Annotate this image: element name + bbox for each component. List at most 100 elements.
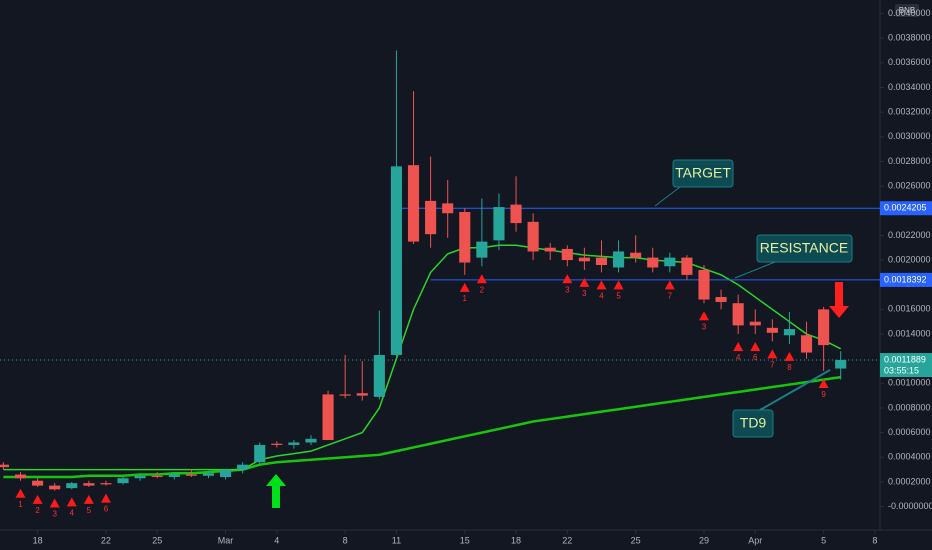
candle-body xyxy=(151,475,163,477)
x-tick-label: 15 xyxy=(460,535,470,545)
td-count: 7 xyxy=(770,361,775,370)
td-count: 5 xyxy=(616,292,621,301)
candle-body xyxy=(237,464,249,470)
level-price-tag xyxy=(880,272,932,287)
y-tick-label: 0.0002000 xyxy=(888,476,931,486)
x-tick-label: 8 xyxy=(872,535,877,545)
candle-body xyxy=(288,442,300,445)
td-marker xyxy=(100,493,111,503)
candle-body xyxy=(100,483,112,485)
td-marker xyxy=(49,498,60,508)
x-tick-label: 4 xyxy=(274,535,279,545)
candle-body xyxy=(322,394,334,441)
last-price-tag xyxy=(880,353,932,378)
candle-body xyxy=(339,394,351,396)
candle-body xyxy=(613,251,625,268)
y-tick-label: 0.0010000 xyxy=(888,378,931,388)
td-marker xyxy=(562,274,573,284)
candle-body xyxy=(32,480,44,486)
td-count: 4 xyxy=(70,508,75,517)
y-tick-label: 0.0026000 xyxy=(888,180,931,190)
candle-body xyxy=(220,469,232,477)
candle-body xyxy=(373,354,385,397)
td-count: 1 xyxy=(18,500,23,509)
candle-body xyxy=(305,438,317,443)
candle-body xyxy=(0,464,9,468)
x-tick-label: 11 xyxy=(392,535,401,545)
x-tick-label: 8 xyxy=(343,535,348,545)
candle-body xyxy=(647,257,659,268)
annotation-box xyxy=(672,159,734,188)
candle-body xyxy=(168,474,180,477)
y-tick-label: 0.0008000 xyxy=(888,402,931,412)
y-tick-label: 0.0040000 xyxy=(888,8,931,18)
candle-body xyxy=(134,475,146,479)
y-tick-label: 0.0038000 xyxy=(888,33,931,43)
candle-body xyxy=(766,327,778,333)
candle-body xyxy=(715,297,727,302)
candle-body xyxy=(442,203,454,214)
td-count: 4 xyxy=(599,292,604,301)
td-marker xyxy=(750,342,761,352)
td-marker xyxy=(818,379,829,388)
candle-body xyxy=(390,166,402,355)
x-tick-label: 18 xyxy=(511,535,521,545)
y-tick-label: 0.0014000 xyxy=(888,328,931,338)
y-tick-label: 0.0036000 xyxy=(888,57,931,67)
level-price-label: 0.0024205 xyxy=(884,203,927,213)
annotation: RESISTANCE xyxy=(756,234,853,263)
td-marker xyxy=(476,274,487,284)
td-count: 6 xyxy=(753,353,758,362)
x-tick-label: Mar xyxy=(218,535,234,545)
x-tick-label: 18 xyxy=(33,535,43,545)
td-marker xyxy=(83,494,94,504)
y-tick-label: 0.0004000 xyxy=(888,452,931,462)
y-tick-label: 0.0028000 xyxy=(888,156,931,166)
candle-body xyxy=(510,204,522,224)
y-tick-label: 0.0016000 xyxy=(888,304,931,314)
annotation-text: RESISTANCE xyxy=(760,240,848,256)
candle-body xyxy=(202,473,215,476)
x-tick-label: 22 xyxy=(562,535,572,545)
td-count: 6 xyxy=(104,505,109,514)
td-marker xyxy=(784,351,795,361)
candle-body xyxy=(49,485,61,490)
candle-body xyxy=(407,165,420,242)
td-marker xyxy=(32,494,43,504)
td-count: 3 xyxy=(702,322,707,331)
td-count: 1 xyxy=(463,294,468,303)
candle-body xyxy=(425,200,437,235)
level-price-label: 0.0018392 xyxy=(884,274,927,284)
td-count: 2 xyxy=(480,285,485,294)
candle-body xyxy=(117,478,129,484)
y-tick-label: 0.0020000 xyxy=(888,254,931,264)
candle-body xyxy=(459,212,471,263)
y-tick-label: 0.0022000 xyxy=(888,230,931,240)
candle-body xyxy=(835,359,847,369)
x-tick-label: 5 xyxy=(821,535,826,545)
td-marker xyxy=(66,497,77,507)
candle-body xyxy=(83,483,95,486)
buy-arrow xyxy=(266,474,286,508)
candle-body xyxy=(732,303,744,326)
candle-body xyxy=(783,329,795,336)
y-tick-label: 0.0034000 xyxy=(888,82,931,92)
candle-body xyxy=(561,248,573,261)
td-count: 3 xyxy=(52,510,57,519)
candle-body xyxy=(66,483,78,489)
td-count: 3 xyxy=(565,285,570,294)
annotation-box xyxy=(732,409,774,438)
x-tick-label: 22 xyxy=(101,535,111,545)
symbol-badge xyxy=(895,4,919,17)
candle-body xyxy=(681,257,693,275)
x-tick-label: 25 xyxy=(152,535,162,545)
td-count: 8 xyxy=(787,363,792,372)
candle-body xyxy=(800,335,813,353)
x-tick-label: 25 xyxy=(631,535,641,545)
td-marker xyxy=(15,488,26,498)
candle-body xyxy=(254,444,266,463)
td-marker xyxy=(664,280,675,290)
td-count: 3 xyxy=(582,289,587,298)
candle-body xyxy=(578,257,590,262)
